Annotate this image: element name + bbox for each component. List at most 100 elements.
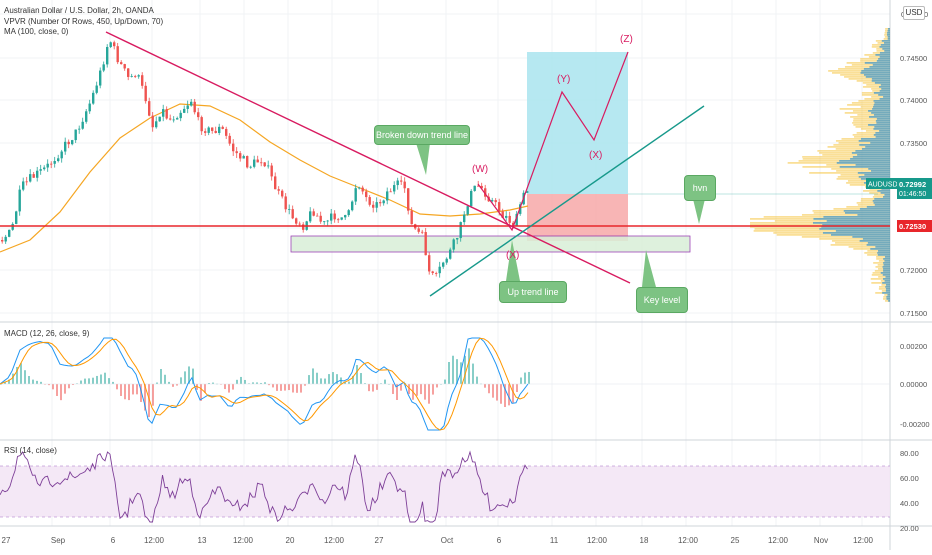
vpvr-bar-up: [865, 146, 890, 148]
vpvr-bar-up: [863, 74, 890, 76]
candle-body: [351, 201, 354, 211]
ticker-label: AUDUSD: [868, 182, 898, 189]
macd-legend[interactable]: MACD (12, 26, close, 9): [4, 329, 90, 338]
vpvr-bar-up: [871, 112, 890, 114]
candle-body: [256, 159, 259, 163]
vpvr-bar-up: [873, 104, 890, 106]
vpvr-bar-down: [884, 294, 890, 296]
candle-body: [102, 64, 105, 71]
vpvr-bar-up: [864, 174, 890, 176]
time-tick-label: 13: [198, 536, 207, 545]
macd-histogram-bar: [428, 384, 430, 404]
macd-histogram-bar: [64, 384, 66, 394]
vpvr-bar-down: [836, 170, 890, 172]
vpvr-bar-up: [864, 62, 890, 64]
vpvr-bar-down: [885, 300, 890, 302]
vpvr-bar-down: [835, 242, 890, 244]
vpvr-bar-down: [863, 190, 890, 192]
symbol-title[interactable]: Australian Dollar / U.S. Dollar, 2h, OAN…: [4, 6, 154, 15]
candle-body: [253, 159, 256, 167]
vpvr-bar-up: [857, 154, 890, 156]
candle-body: [32, 174, 35, 178]
candle-body: [207, 127, 210, 133]
macd-histogram-bar: [32, 379, 34, 384]
macd-histogram-bar: [108, 378, 110, 384]
candle-body: [211, 127, 214, 131]
vpvr-legend[interactable]: VPVR (Number Of Rows, 450, Up/Down, 70): [4, 16, 164, 26]
macd-histogram-bar: [184, 371, 186, 384]
vpvr-bar-up: [884, 256, 890, 258]
vpvr-bar-up: [863, 68, 890, 70]
vpvr-bar-down: [869, 192, 890, 194]
candle-body: [169, 118, 172, 120]
macd-histogram-bar: [156, 382, 158, 384]
candle-body: [260, 162, 263, 164]
candle-body: [452, 239, 455, 250]
macd-signal-line: [0, 337, 529, 431]
macd-histogram-bar: [436, 384, 438, 388]
macd-histogram-bar: [128, 384, 130, 401]
time-tick-label: 6: [497, 536, 502, 545]
macd-histogram-bar: [416, 384, 418, 396]
macd-histogram-bar: [176, 384, 178, 386]
candle-body: [263, 162, 266, 167]
key-level-callout[interactable]: Key level: [636, 287, 688, 313]
macd-histogram-bar: [528, 371, 530, 384]
candle-body: [151, 115, 154, 128]
candle-body: [421, 231, 424, 233]
candle-body: [1, 240, 4, 242]
vpvr-bar-up: [885, 290, 890, 292]
vpvr-bar-up: [880, 44, 890, 46]
macd-histogram-bar: [364, 383, 366, 384]
macd-histogram-bar: [308, 375, 310, 384]
hvn-callout[interactable]: hvn: [684, 175, 716, 201]
candle-body: [4, 236, 7, 242]
candle-body: [379, 202, 382, 204]
currency-button[interactable]: USD: [903, 6, 925, 20]
up-trend-callout[interactable]: Up trend line: [499, 281, 567, 303]
vpvr-bar-down: [864, 252, 890, 254]
macd-histogram-bar: [344, 381, 346, 384]
macd-histogram-bar: [152, 384, 154, 406]
vpvr-bar-up: [886, 298, 890, 300]
vpvr-bar-up: [883, 96, 890, 98]
macd-histogram-bar: [192, 368, 194, 384]
candle-body: [106, 47, 109, 65]
macd-histogram-bar: [444, 379, 446, 384]
vpvr-bar-up: [851, 152, 890, 154]
candle-body: [235, 151, 238, 154]
candle-body: [134, 76, 137, 77]
broken-trend-callout[interactable]: Broken down trend line: [374, 125, 470, 145]
vpvr-bar-up: [830, 234, 890, 236]
vpvr-bar-up: [870, 142, 890, 144]
candle-body: [463, 214, 466, 223]
vpvr-bar-up: [839, 160, 890, 162]
vpvr-bar-up: [883, 262, 890, 264]
level-price-badge: [897, 220, 932, 232]
vpvr-bar-up: [883, 270, 890, 272]
ma-legend[interactable]: MA (100, close, 0): [4, 27, 69, 36]
vpvr-bar-up: [882, 278, 890, 280]
vpvr-bar-up: [878, 94, 890, 96]
candle-body: [36, 170, 39, 178]
time-tick-label: Sep: [51, 536, 66, 545]
rsi-legend[interactable]: RSI (14, close): [4, 446, 57, 455]
vpvr-bar-up: [866, 206, 890, 208]
key-level-zone: [290, 235, 691, 253]
candle-body: [358, 187, 361, 189]
candle-body: [39, 169, 42, 171]
candle-body: [312, 211, 315, 216]
macd-histogram-bar: [380, 383, 382, 384]
candle-body: [477, 185, 480, 187]
macd-histogram-bar: [56, 384, 58, 396]
vpvr-bar-up: [855, 164, 890, 166]
macd-histogram-bar: [260, 382, 262, 384]
drawings: (W) (X) (Y) (X) (Z): [0, 31, 890, 297]
vpvr-bar-up: [852, 236, 890, 238]
candle-body: [407, 188, 410, 211]
vpvr-bar-up: [877, 252, 890, 254]
vpvr-bar-up: [873, 100, 890, 102]
macd-histogram-bar: [12, 373, 14, 384]
